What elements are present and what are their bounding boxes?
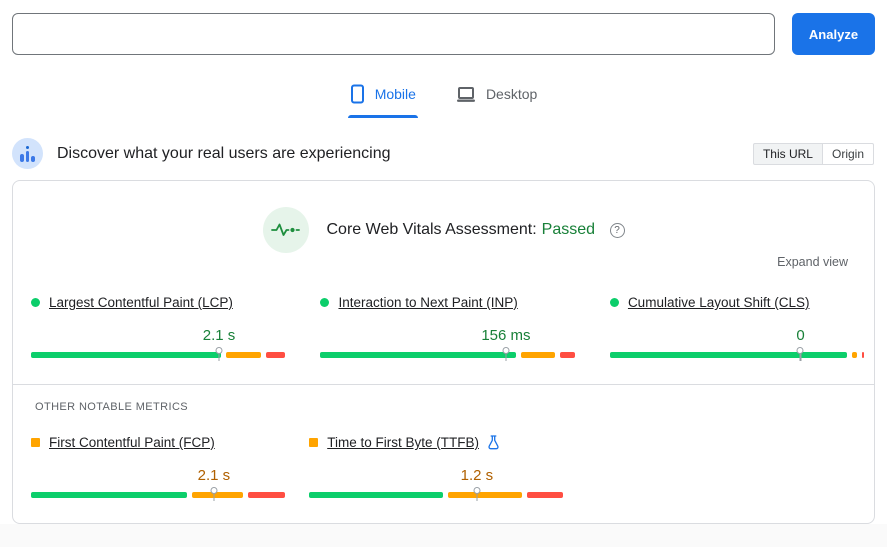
url-search-bar: Analyze [0, 0, 887, 55]
mobile-phone-icon [350, 84, 365, 104]
scope-this-url-button[interactable]: This URL [752, 142, 823, 165]
metric-link[interactable]: Interaction to Next Paint (INP) [338, 295, 518, 310]
other-metrics-heading: OTHER NOTABLE METRICS [35, 401, 189, 413]
metric-link[interactable]: Time to First Byte (TTFB) [327, 435, 479, 450]
metric-value: 1.2 s [460, 467, 494, 484]
metric-column-ttfb: Time to First Byte (TTFB) 1.2 s [309, 435, 564, 501]
desktop-laptop-icon [456, 86, 476, 103]
metric-column-inp: Interaction to Next Paint (INP) 156 ms [320, 295, 575, 361]
metric-distribution-bar [609, 347, 864, 361]
metric-value: 2.1 s [202, 327, 236, 344]
metric-link[interactable]: First Contentful Paint (FCP) [49, 435, 215, 450]
value-marker [796, 347, 804, 361]
metric-status-bullet [31, 298, 40, 307]
metric-link[interactable]: Largest Contentful Paint (LCP) [49, 295, 233, 310]
pulse-heartbeat-icon [262, 207, 309, 253]
metric-link[interactable]: Cumulative Layout Shift (CLS) [627, 295, 810, 310]
metric-status-bullet [31, 438, 40, 447]
core-web-vitals-card: Core Web Vitals Assessment: Passed ? Expa… [12, 180, 875, 524]
tab-desktop[interactable]: Desktop [454, 80, 539, 118]
card-divider [13, 384, 874, 385]
bar-segment-needs-improvement [226, 352, 261, 358]
metric-value: 0 [796, 327, 805, 344]
bar-segment-needs-improvement [448, 492, 522, 498]
metric-value: 2.1 s [197, 467, 231, 484]
expand-view-link[interactable]: Expand view [777, 255, 848, 269]
tab-desktop-label: Desktop [485, 86, 538, 102]
core-metrics-row: Largest Contentful Paint (LCP) 2.1 s Int… [13, 295, 874, 361]
bar-segment-poor [526, 492, 564, 498]
other-metrics-row: First Contentful Paint (FCP) 2.1 s Time … [13, 435, 874, 501]
experimental-flask-icon [487, 435, 500, 450]
metric-distribution-bar [309, 487, 564, 501]
metric-column-fcp: First Contentful Paint (FCP) 2.1 s [31, 435, 286, 501]
bar-segment-good [31, 492, 188, 498]
value-marker [502, 347, 510, 361]
bar-segment-good [309, 492, 444, 498]
scope-origin-button[interactable]: Origin [821, 142, 874, 165]
assessment-title: Core Web Vitals Assessment: Passed ? [327, 221, 625, 239]
value-marker [473, 487, 481, 501]
metric-status-bullet [320, 298, 330, 307]
bar-segment-poor [265, 352, 286, 358]
assessment-label: Core Web Vitals Assessment: [326, 221, 537, 238]
scope-toggle: This URL Origin [752, 142, 874, 165]
metric-value: 156 ms [481, 327, 531, 344]
field-data-title: Discover what your real users are experi… [57, 144, 391, 162]
bar-segment-needs-improvement [851, 352, 857, 358]
bar-segment-good [609, 352, 847, 358]
bar-segment-poor [559, 352, 575, 358]
page-footer-strip [0, 524, 887, 547]
metric-column-lcp: Largest Contentful Paint (LCP) 2.1 s [31, 295, 286, 361]
help-icon[interactable]: ? [609, 223, 625, 238]
bar-segment-good [320, 352, 516, 358]
bar-segment-needs-improvement [192, 492, 244, 498]
value-marker [210, 487, 218, 501]
assessment-header: Core Web Vitals Assessment: Passed ? [13, 207, 874, 253]
metric-distribution-bar [31, 487, 286, 501]
bar-segment-needs-improvement [520, 352, 555, 358]
metric-status-bullet [609, 298, 619, 307]
field-data-header: Discover what your real users are experi… [12, 138, 874, 169]
tab-mobile[interactable]: Mobile [347, 80, 419, 118]
metric-status-bullet [309, 438, 319, 447]
analyze-button[interactable]: Analyze [792, 13, 875, 55]
value-marker [215, 347, 223, 361]
metric-distribution-bar [31, 347, 286, 361]
tab-mobile-label: Mobile [374, 86, 416, 102]
device-tabs: Mobile Desktop [0, 80, 887, 118]
real-users-chart-icon [12, 138, 43, 169]
bar-segment-poor [248, 492, 286, 498]
bar-segment-good [31, 352, 222, 358]
metric-distribution-bar [320, 347, 575, 361]
assessment-result: Passed [541, 221, 596, 238]
metric-column-cls: Cumulative Layout Shift (CLS) 0 [609, 295, 864, 361]
url-input[interactable] [12, 13, 775, 55]
bar-segment-poor [861, 352, 864, 358]
